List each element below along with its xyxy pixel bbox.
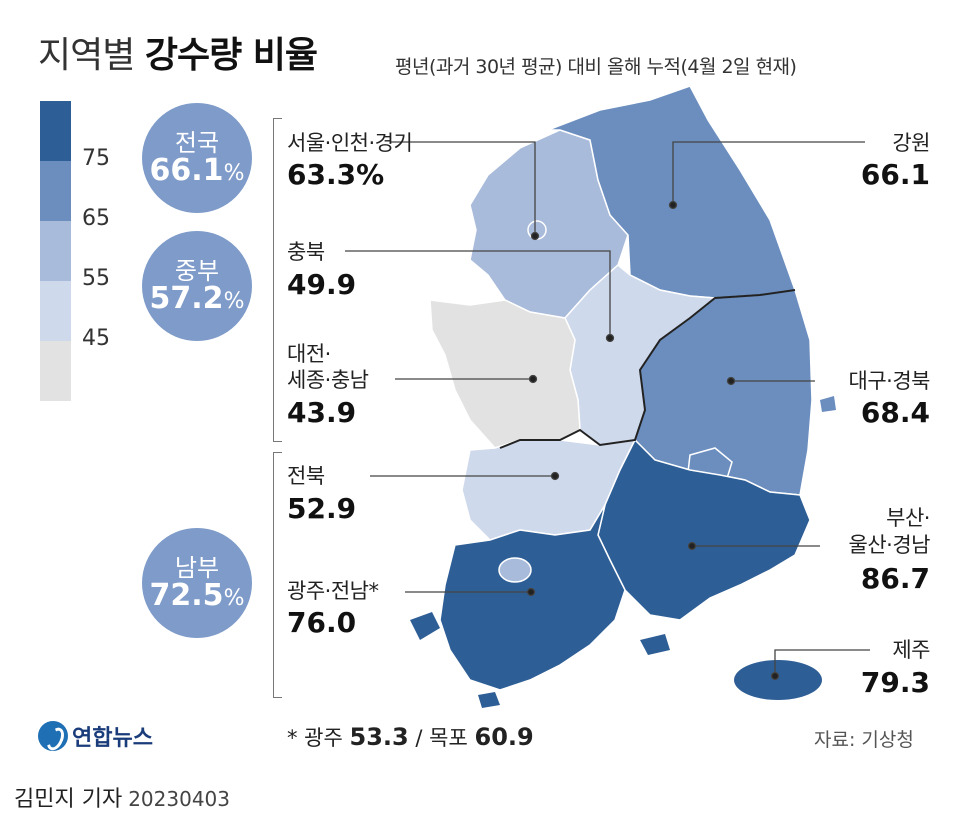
legend-tick: 45 [82,326,110,351]
region-label-seoul: 서울·인천·경기 [287,131,413,155]
central-south-boundary [499,289,796,449]
legend-swatch-75plus [40,101,71,161]
legend-tick: 65 [82,206,110,231]
region-label-daejeon-1: 대전· [287,342,331,366]
ulleung-island [820,396,836,412]
legend-swatch-65 [40,161,71,221]
region-value-jeju: 79.3 [860,666,930,699]
title-bold: 강수량 비율 [144,35,318,76]
legend-swatch-below [40,341,71,401]
byline: 김민지 기자 20230403 [14,781,230,813]
region-label-daejeon-2: 세종·충남 [287,368,369,392]
footnote: * 광주 53.3 / 목포 60.9 [287,722,534,752]
summary-name: 남부 [174,554,220,582]
region-label-jeonbuk: 전북 [287,464,325,488]
summary-value: 66.1% [149,153,245,188]
region-value-gwangju: 76.0 [287,606,357,639]
region-label-gangwon: 강원 [892,131,930,155]
south-island [478,692,500,708]
footnote-value-1: 53.3 [349,723,409,751]
summary-name: 중부 [174,257,220,285]
region-value-gangwon: 66.1 [860,158,930,191]
summary-value: 57.2% [149,281,245,316]
bracket-south [273,452,282,698]
southwest-island [410,612,440,640]
legend-tick: 55 [82,266,110,291]
region-jeonnam [439,504,626,691]
region-value-seoul: 63.3% [287,158,385,191]
yonhap-logo-icon [38,721,68,751]
region-value-daejeon: 43.9 [287,396,357,429]
title-main: 지역별 [38,35,135,76]
region-value-jeonbuk: 52.9 [287,492,357,525]
summary-south: 남부 72.5% [142,528,252,638]
region-label-chungbuk: 충북 [287,240,325,264]
gwangju-outline [498,557,532,583]
region-label-busan-2: 울산·경남 [848,533,931,557]
summary-national: 전국 66.1% [142,103,252,213]
subtitle: 평년(과거 30년 평균) 대비 올해 누적(4월 2일 현재) [395,56,797,78]
footnote-prefix: * 광주 [287,726,343,750]
region-value-chungbuk: 49.9 [287,268,357,301]
source-credit: 자료: 기상청 [814,729,914,751]
summary-value: 72.5% [149,578,245,613]
page-title: 지역별 강수량 비율 [38,26,318,78]
region-chungnam [429,299,581,449]
byline-author: 김민지 기자 [14,787,123,812]
region-label-busan-1: 부산· [886,506,930,530]
region-gyeongnam [597,438,811,621]
region-jeju [734,660,822,700]
region-value-busan: 86.7 [860,562,930,595]
region-label-jeju: 제주 [892,638,930,662]
byline-date: 20230403 [128,787,230,811]
summary-name: 전국 [174,129,220,157]
legend-tick: 75 [82,146,110,171]
footnote-value-2: 60.9 [474,723,534,751]
region-label-gwangju: 광주·전남* [287,579,379,603]
region-label-daegu: 대구·경북 [848,369,931,393]
legend-swatch-55 [40,221,71,281]
bracket-central [273,118,282,442]
footnote-mid: / 목포 [415,726,468,750]
summary-central: 중부 57.2% [142,231,252,341]
logo-text: 연합뉴스 [72,726,153,751]
namhae-island [640,634,670,655]
yonhap-logo: 연합뉴스 [38,720,153,752]
legend-swatch-45 [40,281,71,341]
region-value-daegu: 68.4 [860,396,930,429]
